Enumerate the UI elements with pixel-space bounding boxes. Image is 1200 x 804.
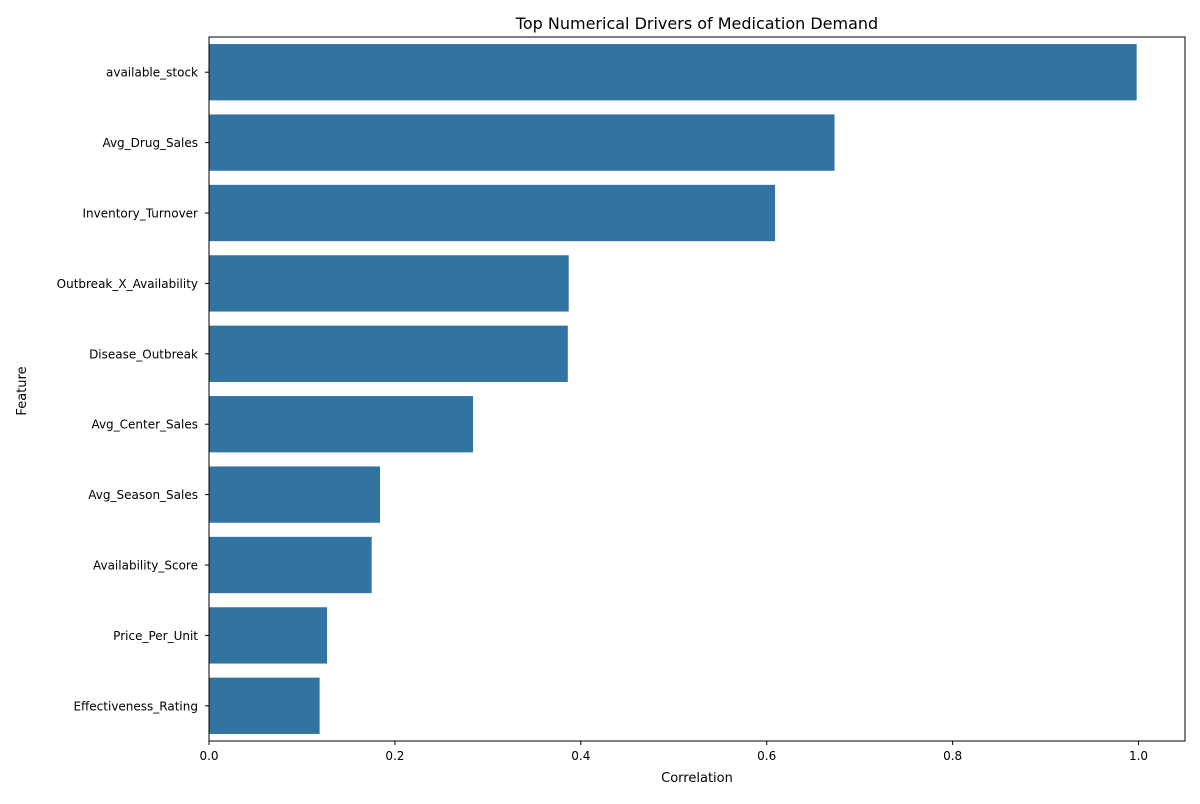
x-tick-label: 0.0 bbox=[199, 749, 218, 763]
y-tick-label: Availability_Score bbox=[93, 559, 198, 573]
bar-avg-drug-sales bbox=[209, 114, 835, 171]
x-axis-label: Correlation bbox=[661, 771, 733, 786]
y-tick-label: Effectiveness_Rating bbox=[73, 699, 198, 713]
y-tick-label: Outbreak_X_Availability bbox=[57, 277, 198, 291]
bar-avg-center-sales bbox=[209, 396, 473, 453]
bar-available-stock bbox=[209, 44, 1137, 101]
y-tick-label: Avg_Center_Sales bbox=[91, 418, 198, 432]
y-tick-label: available_stock bbox=[106, 66, 198, 80]
y-tick-label: Inventory_Turnover bbox=[82, 207, 198, 221]
y-axis-label: Feature bbox=[15, 366, 30, 415]
bar-price-per-unit bbox=[209, 607, 328, 664]
x-tick-label: 0.4 bbox=[571, 749, 590, 763]
y-tick-label: Avg_Drug_Sales bbox=[102, 136, 198, 150]
bar-availability-score bbox=[209, 536, 372, 594]
x-tick-label: 0.8 bbox=[943, 749, 962, 763]
y-tick-label: Avg_Season_Sales bbox=[88, 488, 198, 502]
bar-outbreak-x-availability bbox=[209, 255, 569, 312]
chart-title: Top Numerical Drivers of Medication Dema… bbox=[515, 14, 878, 33]
bar-disease-outbreak bbox=[209, 325, 568, 382]
bar-avg-season-sales bbox=[209, 466, 381, 523]
x-tick-label: 0.6 bbox=[757, 749, 776, 763]
y-tick-label: Disease_Outbreak bbox=[89, 347, 198, 361]
x-tick-label: 0.2 bbox=[385, 749, 404, 763]
plot-frame bbox=[208, 36, 1186, 742]
y-tick-label: Price_Per_Unit bbox=[113, 629, 198, 643]
bar-effectiveness-rating bbox=[209, 677, 320, 734]
x-tick-label: 1.0 bbox=[1129, 749, 1148, 763]
bar-inventory-turnover bbox=[209, 184, 776, 242]
